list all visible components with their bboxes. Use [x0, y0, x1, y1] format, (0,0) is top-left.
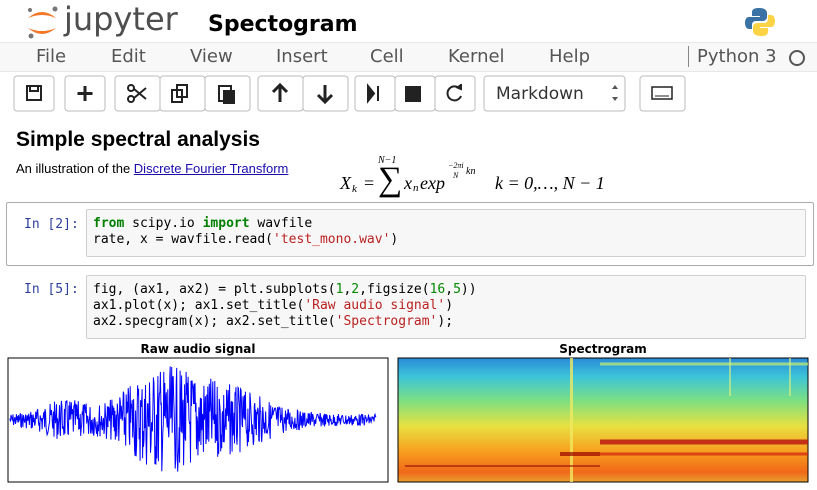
- formula: X k = N−1 ∑ x n exp −2πi N kn k = 0,…, N…: [340, 155, 640, 198]
- token: ,: [343, 282, 352, 297]
- plot-title: Raw audio signal: [140, 342, 256, 356]
- spectrogram: [397, 357, 809, 483]
- logo-text: jupyter: [64, 0, 178, 38]
- formula-part: −2πi: [448, 161, 464, 170]
- text: An illustration of the: [16, 161, 134, 176]
- toolbar-icons: [26, 82, 673, 105]
- output-images: [7, 357, 809, 483]
- token: 1: [335, 282, 344, 297]
- token: 'Raw audio signal': [304, 298, 446, 313]
- token: )): [460, 282, 477, 297]
- prompt: In [5]:: [24, 282, 79, 297]
- menu-item[interactable]: Cell: [370, 46, 404, 67]
- notebook-name[interactable]: Spectogram: [208, 12, 358, 37]
- cell-type-label: Markdown: [496, 84, 584, 104]
- code-line: ax2.specgram(x); ax2.set_title('Spectrog…: [93, 314, 799, 330]
- token: 5: [453, 282, 461, 297]
- menu-item[interactable]: Kernel: [448, 46, 505, 67]
- token: ): [390, 232, 399, 247]
- menu-bar: [0, 42, 817, 72]
- token: 'Spectrogram': [335, 314, 438, 329]
- formula-part: x: [404, 173, 412, 193]
- code-input[interactable]: fig, (ax1, ax2) = plt.subplots(1,2,figsi…: [86, 275, 806, 339]
- token: ): [445, 298, 454, 313]
- formula-part: =: [364, 173, 375, 193]
- formula-part: n: [413, 182, 419, 194]
- token: ,figsize(: [359, 282, 430, 297]
- formula-part: N: [453, 171, 459, 180]
- cell[interactable]: [6, 202, 814, 266]
- token: ax1.plot(x); ax1.set_title(: [93, 298, 305, 313]
- token: import: [202, 216, 250, 231]
- formula-part: kn: [466, 166, 476, 177]
- link[interactable]: Discrete Fourier Transform: [133, 161, 289, 176]
- token: rate, x = wavfile.read(: [93, 232, 274, 247]
- keyboard-button[interactable]: [639, 75, 686, 112]
- token: ,: [445, 282, 454, 297]
- code-input[interactable]: from scipy.io import wavfile rate, x = wa…: [86, 209, 806, 257]
- toolbar: [13, 75, 686, 112]
- menu-item[interactable]: Help: [549, 46, 591, 67]
- python-logo: [745, 8, 775, 36]
- waveform: [9, 366, 377, 472]
- formula-part: exp: [420, 173, 445, 193]
- token: wavfile: [249, 216, 313, 231]
- token: 'test_mono.wav': [273, 232, 391, 247]
- code-line: ax1.plot(x); ax1.set_title('Raw audio si…: [93, 298, 799, 314]
- formula-sigma: ∑: [378, 161, 403, 198]
- formula-part: k = 0,…, N − 1: [495, 173, 605, 193]
- menu-item[interactable]: View: [190, 46, 233, 67]
- formula-part: k: [352, 183, 357, 195]
- prompt: In [2]:: [24, 217, 79, 232]
- spectrogram-features: [405, 358, 808, 482]
- token: scipy.io: [124, 216, 203, 231]
- restart-button[interactable]: [434, 75, 476, 112]
- jupyter-logo: [28, 6, 58, 39]
- token: );: [437, 314, 454, 329]
- code-line: rate, x = wavfile.read('test_mono.wav'): [93, 232, 799, 248]
- formula-part: X: [340, 173, 351, 193]
- menu-item[interactable]: File: [36, 46, 67, 67]
- plot-title: Spectrogram: [559, 342, 647, 356]
- cut-button[interactable]: [114, 75, 161, 112]
- menu-item[interactable]: Edit: [111, 46, 146, 67]
- formula-part: N−1: [378, 155, 397, 166]
- cell-type-select[interactable]: [483, 75, 626, 112]
- code-line: from scipy.io import wavfile: [93, 216, 799, 232]
- token: ax2.specgram(x); ax2.set_title(: [93, 314, 336, 329]
- kernel-indicator: [789, 50, 805, 66]
- token: fig, (ax1, ax2) = plt.subplots(: [93, 282, 336, 297]
- code-line: fig, (ax1, ax2) = plt.subplots(1,2,figsi…: [93, 282, 799, 298]
- token: from: [93, 216, 125, 231]
- paragraph: An illustration of the Discrete Fourier …: [16, 161, 288, 176]
- menu-item[interactable]: Insert: [276, 46, 328, 67]
- save-button[interactable]: [13, 75, 55, 112]
- heading: Simple spectral analysis: [16, 128, 260, 151]
- token: 2: [351, 282, 360, 297]
- kernel-name: Python 3: [688, 46, 777, 67]
- token: 16: [429, 282, 446, 297]
